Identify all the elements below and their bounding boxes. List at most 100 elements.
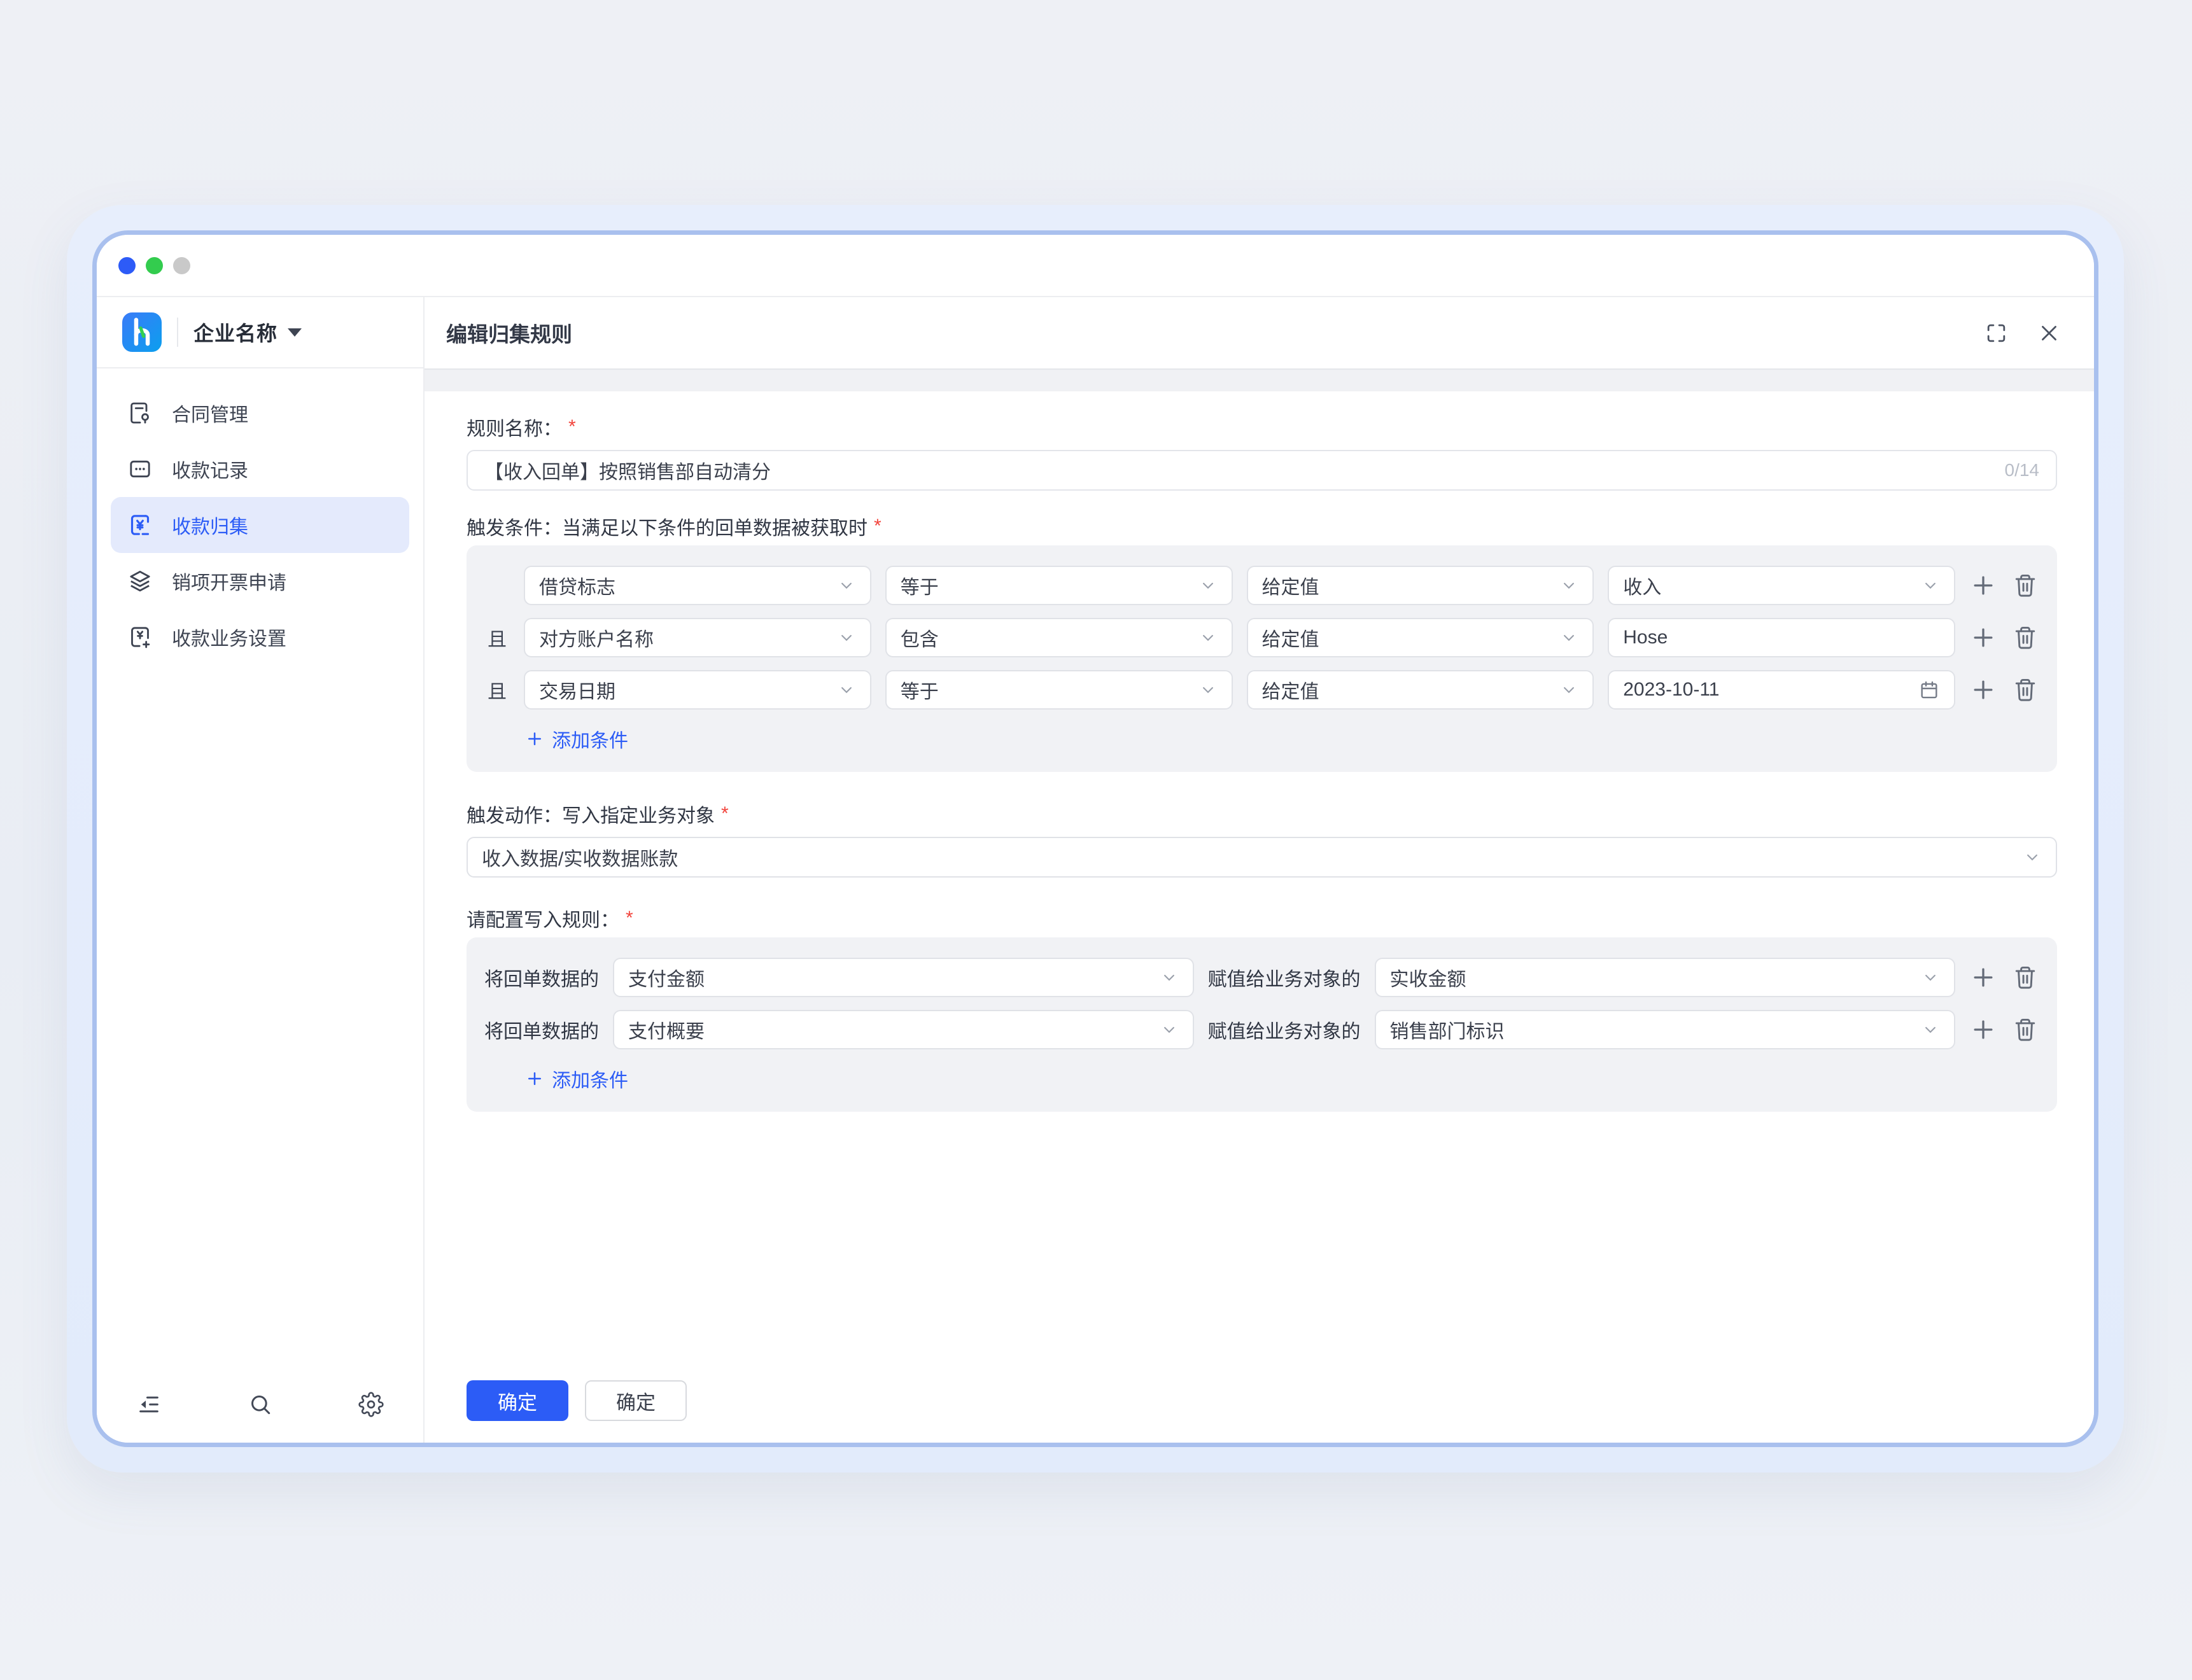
write-rule-row: 将回单数据的 支付金额 赋值给业务对象的 实收金额 xyxy=(484,958,2039,997)
add-row-icon[interactable] xyxy=(1969,571,1997,599)
select-value: 收入 xyxy=(1623,577,1662,598)
condition-operator-select[interactable]: 等于 xyxy=(885,670,1233,710)
chevron-down-icon xyxy=(1559,576,1578,595)
select-value: 支付概要 xyxy=(628,1021,705,1042)
company-caret-icon[interactable] xyxy=(288,328,302,337)
collapse-sidebar-icon[interactable] xyxy=(136,1392,162,1417)
sidebar-item-payment-settings[interactable]: 收款业务设置 xyxy=(111,609,409,665)
window-outer-frame: 企业名称 合同管理 xyxy=(67,205,2124,1473)
delete-row-icon[interactable] xyxy=(2011,676,2039,704)
rule-name-field: 0/14 xyxy=(467,450,2057,491)
fullscreen-icon[interactable] xyxy=(1985,321,2008,345)
source-field-select[interactable]: 支付金额 xyxy=(613,958,1194,997)
add-condition-link[interactable]: 添加条件 xyxy=(525,725,628,753)
payment-settings-icon xyxy=(127,624,153,650)
select-value: 对方账户名称 xyxy=(539,629,654,650)
condition-operator-select[interactable]: 等于 xyxy=(885,566,1233,605)
select-value: 给定值 xyxy=(1261,682,1319,703)
sidebar: 企业名称 合同管理 xyxy=(97,297,425,1443)
condition-field-select[interactable]: 交易日期 xyxy=(524,670,871,710)
sidebar-item-collection[interactable]: 收款归集 xyxy=(111,497,409,553)
window-dot-blue[interactable] xyxy=(118,256,136,274)
chevron-down-icon xyxy=(1559,628,1578,647)
trigger-action-label-row: 触发动作：写入指定业务对象 * xyxy=(467,801,2057,827)
select-value: 给定值 xyxy=(1261,577,1319,598)
sidebar-footer xyxy=(97,1392,423,1443)
char-counter: 0/14 xyxy=(2004,460,2040,480)
required-mark: * xyxy=(626,907,633,928)
condition-value-input[interactable]: Hose xyxy=(1608,618,1955,657)
window-dot-green[interactable] xyxy=(146,256,163,274)
panel-body: 规则名称： * 0/14 触发条件：当满足以下条件的回单数据被获取时 * xyxy=(425,391,2094,1443)
chevron-down-icon xyxy=(1921,968,1940,987)
write-rules-label-row: 请配置写入规则： * xyxy=(467,906,2057,931)
sidebar-item-invoice-request[interactable]: 销项开票申请 xyxy=(111,553,409,609)
add-row-icon[interactable] xyxy=(1969,1016,1997,1044)
collection-icon xyxy=(127,512,153,538)
sidebar-item-contract[interactable]: 合同管理 xyxy=(111,385,409,441)
condition-valuetype-select[interactable]: 给定值 xyxy=(1246,670,1594,710)
layers-icon xyxy=(127,568,153,594)
chevron-down-icon xyxy=(1160,1020,1179,1039)
write-prefix-label: 将回单数据的 xyxy=(484,969,599,990)
write-prefix-label: 将回单数据的 xyxy=(484,1021,599,1042)
input-value: Hose xyxy=(1623,627,1668,648)
chevron-down-icon xyxy=(1921,1020,1940,1039)
required-mark: * xyxy=(568,416,576,437)
chevron-down-icon xyxy=(837,628,856,647)
target-field-select[interactable]: 销售部门标识 xyxy=(1374,1010,1955,1049)
target-field-select[interactable]: 实收金额 xyxy=(1374,958,1955,997)
chevron-down-icon xyxy=(1198,628,1218,647)
write-rule-row: 将回单数据的 支付概要 赋值给业务对象的 销售部门标识 xyxy=(484,1010,2039,1049)
chevron-down-icon xyxy=(1160,968,1179,987)
sidebar-item-label: 销项开票申请 xyxy=(172,573,286,594)
condition-date-picker[interactable]: 2023-10-11 xyxy=(1608,670,1955,710)
delete-row-icon[interactable] xyxy=(2011,963,2039,991)
panel-header-divider xyxy=(425,368,2094,391)
delete-row-icon[interactable] xyxy=(2011,1016,2039,1044)
rule-name-label: 规则名称： xyxy=(467,419,562,440)
chevron-down-icon xyxy=(1198,576,1218,595)
delete-row-icon[interactable] xyxy=(2011,624,2039,652)
confirm-button-secondary[interactable]: 确定 xyxy=(585,1380,687,1421)
panel-footer: 确定 确定 xyxy=(467,1380,2057,1426)
plus-icon xyxy=(525,729,544,748)
add-row-icon[interactable] xyxy=(1969,676,1997,704)
add-row-icon[interactable] xyxy=(1969,624,1997,652)
date-value: 2023-10-11 xyxy=(1623,679,1720,700)
gear-icon[interactable] xyxy=(358,1392,384,1417)
window-dot-gray[interactable] xyxy=(173,256,190,274)
and-label: 且 xyxy=(488,629,507,650)
search-icon[interactable] xyxy=(248,1392,273,1417)
condition-value-select[interactable]: 收入 xyxy=(1608,566,1955,605)
chevron-down-icon xyxy=(837,680,856,699)
sidebar-item-records[interactable]: 收款记录 xyxy=(111,441,409,497)
app-window: 企业名称 合同管理 xyxy=(92,230,2098,1447)
condition-row: 且 交易日期 等于 给定值 xyxy=(484,670,2039,710)
write-middle-label: 赋值给业务对象的 xyxy=(1207,969,1361,990)
condition-valuetype-select[interactable]: 给定值 xyxy=(1246,618,1594,657)
rule-name-label-row: 规则名称： * xyxy=(467,414,2057,440)
add-write-rule-link[interactable]: 添加条件 xyxy=(525,1065,628,1093)
write-middle-label: 赋值给业务对象的 xyxy=(1207,1021,1361,1042)
business-object-select[interactable]: 收入数据/实收数据账款 xyxy=(467,837,2057,878)
sidebar-menu: 合同管理 收款记录 xyxy=(97,368,423,665)
condition-field-select[interactable]: 借贷标志 xyxy=(524,566,871,605)
add-row-icon[interactable] xyxy=(1969,963,1997,991)
add-condition-label: 添加条件 xyxy=(552,731,628,752)
close-icon[interactable] xyxy=(2037,321,2061,345)
condition-operator-select[interactable]: 包含 xyxy=(885,618,1233,657)
sidebar-item-label: 收款归集 xyxy=(172,517,248,538)
confirm-button-primary[interactable]: 确定 xyxy=(467,1380,568,1421)
rule-name-input[interactable] xyxy=(484,459,1992,481)
condition-valuetype-select[interactable]: 给定值 xyxy=(1246,566,1594,605)
logo-divider xyxy=(177,318,178,347)
select-value: 等于 xyxy=(900,682,939,703)
company-name[interactable]: 企业名称 xyxy=(193,322,278,345)
select-value: 销售部门标识 xyxy=(1389,1021,1505,1042)
delete-row-icon[interactable] xyxy=(2011,571,2039,599)
trigger-action-label: 触发动作：写入指定业务对象 xyxy=(467,806,715,827)
source-field-select[interactable]: 支付概要 xyxy=(613,1010,1194,1049)
condition-field-select[interactable]: 对方账户名称 xyxy=(524,618,871,657)
select-value: 实收金额 xyxy=(1389,969,1466,990)
